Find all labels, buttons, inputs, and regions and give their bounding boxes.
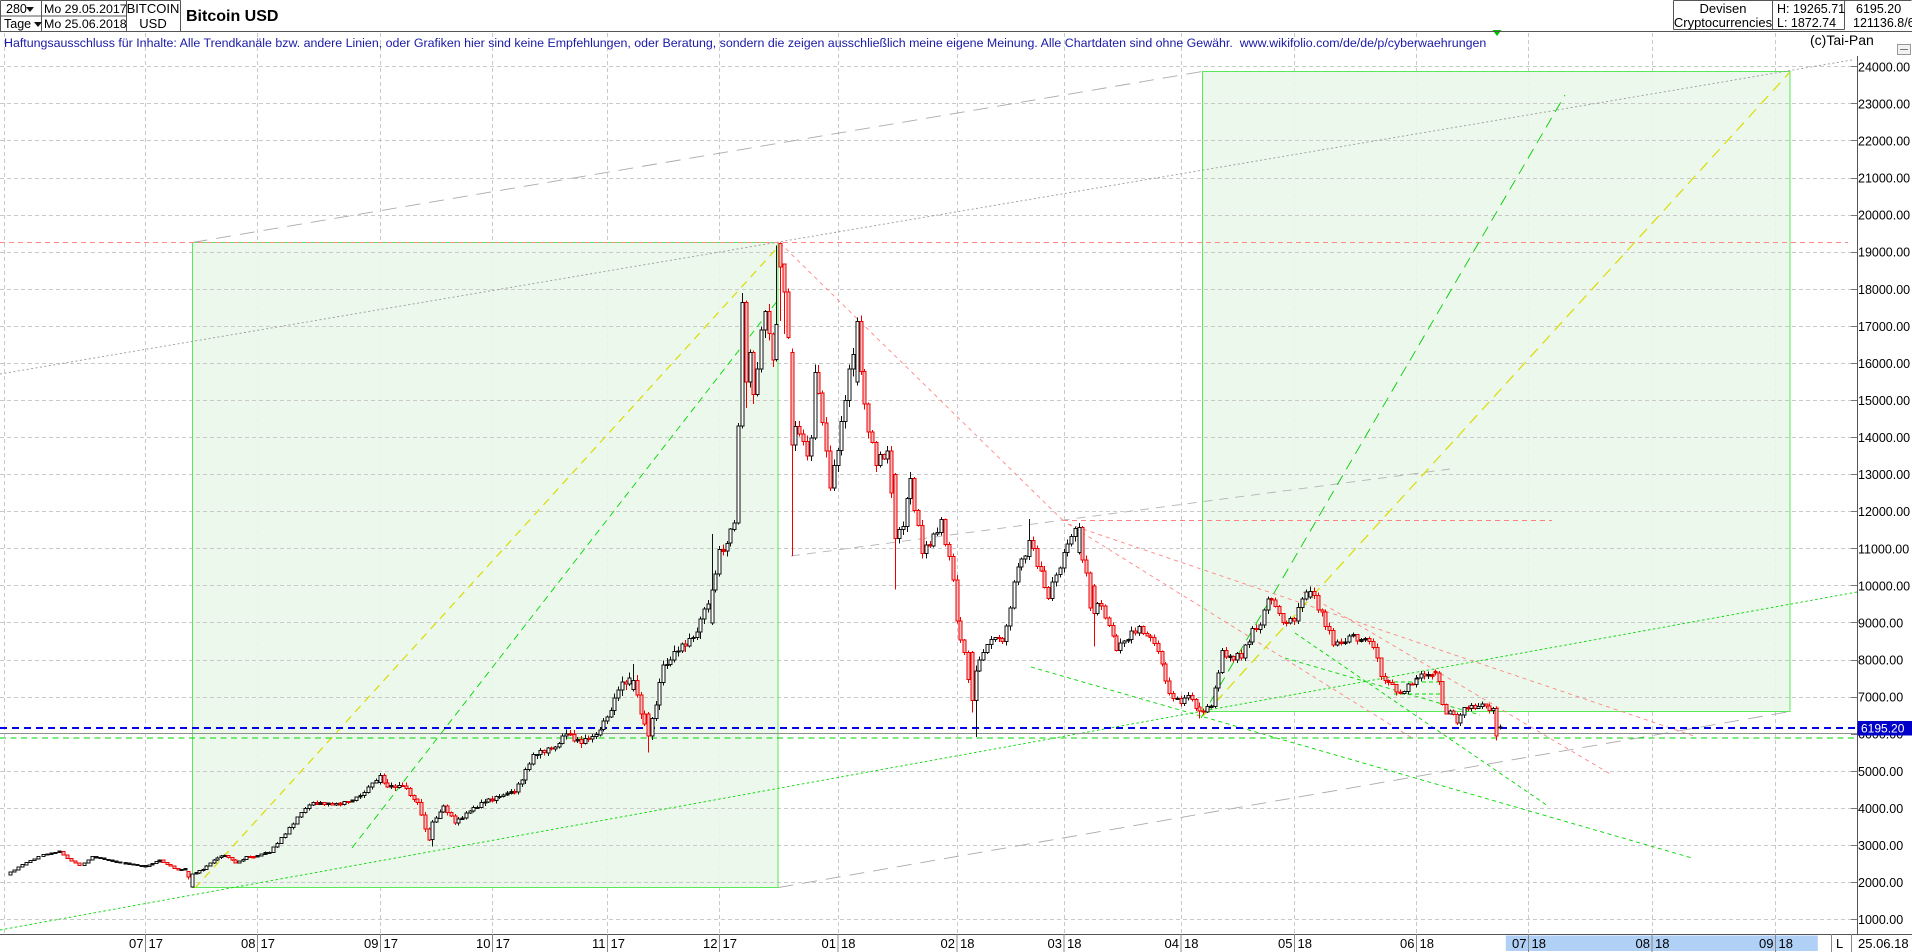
svg-text:06: 06 (1400, 936, 1414, 951)
svg-text:1000.00: 1000.00 (1858, 913, 1903, 927)
svg-text:15000.00: 15000.00 (1858, 394, 1910, 408)
svg-text:17: 17 (261, 936, 275, 951)
svg-text:18: 18 (1655, 936, 1669, 951)
svg-text:17000.00: 17000.00 (1858, 320, 1910, 334)
svg-text:(c)Tai-Pan: (c)Tai-Pan (1810, 32, 1874, 48)
svg-text:USD: USD (139, 16, 166, 31)
svg-text:21000.00: 21000.00 (1858, 172, 1910, 186)
svg-text:Mo 29.05.2017: Mo 29.05.2017 (44, 2, 127, 16)
svg-text:17: 17 (723, 936, 737, 951)
svg-text:07: 07 (1512, 936, 1526, 951)
svg-text:Devisen: Devisen (1700, 1, 1747, 16)
svg-text:7000.00: 7000.00 (1858, 691, 1903, 705)
svg-text:17: 17 (611, 936, 625, 951)
svg-text:6195.20: 6195.20 (1861, 722, 1905, 736)
svg-text:17: 17 (384, 936, 398, 951)
svg-text:4000.00: 4000.00 (1858, 802, 1903, 816)
svg-text:H: 19265.71: H: 19265.71 (1777, 2, 1845, 16)
svg-text:02: 02 (941, 936, 955, 951)
svg-text:Mo 25.06.2018: Mo 25.06.2018 (44, 17, 127, 31)
svg-text:07: 07 (129, 936, 143, 951)
svg-text:6195.20: 6195.20 (1856, 2, 1901, 16)
svg-text:08: 08 (1636, 936, 1650, 951)
svg-text:11000.00: 11000.00 (1858, 542, 1909, 556)
svg-text:Haftungsausschluss für Inhalte: Haftungsausschluss für Inhalte: Alle Tre… (4, 36, 1486, 50)
svg-text:08: 08 (241, 936, 255, 951)
svg-text:Cryptocurrencies: Cryptocurrencies (1674, 15, 1773, 30)
svg-text:18: 18 (1420, 936, 1434, 951)
svg-text:09: 09 (1759, 936, 1773, 951)
svg-text:BITCOIN: BITCOIN (127, 1, 180, 16)
svg-text:8000.00: 8000.00 (1858, 654, 1903, 668)
svg-text:04: 04 (1165, 936, 1179, 951)
svg-text:16000.00: 16000.00 (1858, 357, 1910, 371)
svg-text:121136.8/6: 121136.8/6 (1853, 16, 1912, 30)
svg-text:10000.00: 10000.00 (1858, 579, 1910, 593)
svg-text:01: 01 (822, 936, 836, 951)
svg-text:17: 17 (496, 936, 510, 951)
svg-text:03: 03 (1048, 936, 1062, 951)
svg-text:18: 18 (1067, 936, 1081, 951)
svg-text:18: 18 (1298, 936, 1312, 951)
svg-text:5000.00: 5000.00 (1858, 765, 1903, 779)
svg-text:09: 09 (364, 936, 378, 951)
svg-text:3000.00: 3000.00 (1858, 839, 1903, 853)
svg-text:18: 18 (1532, 936, 1546, 951)
svg-text:L: L (1836, 936, 1843, 951)
svg-text:Bitcoin USD: Bitcoin USD (186, 8, 278, 25)
svg-text:11: 11 (592, 936, 606, 951)
svg-text:Tage: Tage (4, 17, 31, 31)
svg-text:24000.00: 24000.00 (1858, 60, 1910, 74)
svg-text:13000.00: 13000.00 (1858, 468, 1910, 482)
svg-text:280: 280 (6, 2, 27, 16)
svg-text:18000.00: 18000.00 (1858, 283, 1910, 297)
svg-text:12000.00: 12000.00 (1858, 505, 1910, 519)
svg-text:18: 18 (1184, 936, 1198, 951)
svg-text:2000.00: 2000.00 (1858, 876, 1903, 890)
svg-text:12: 12 (703, 936, 717, 951)
svg-text:23000.00: 23000.00 (1858, 97, 1910, 111)
svg-text:25.06.18: 25.06.18 (1858, 936, 1909, 951)
svg-text:05: 05 (1278, 936, 1292, 951)
svg-text:20000.00: 20000.00 (1858, 209, 1910, 223)
svg-text:19000.00: 19000.00 (1858, 246, 1910, 260)
svg-text:18: 18 (1779, 936, 1793, 951)
svg-text:18: 18 (960, 936, 974, 951)
svg-text:14000.00: 14000.00 (1858, 431, 1910, 445)
svg-text:17: 17 (149, 936, 163, 951)
svg-text:10: 10 (476, 936, 490, 951)
svg-text:18: 18 (841, 936, 855, 951)
svg-text:L: 1872.74: L: 1872.74 (1777, 16, 1836, 30)
svg-text:9000.00: 9000.00 (1858, 617, 1903, 631)
svg-text:22000.00: 22000.00 (1858, 135, 1910, 149)
